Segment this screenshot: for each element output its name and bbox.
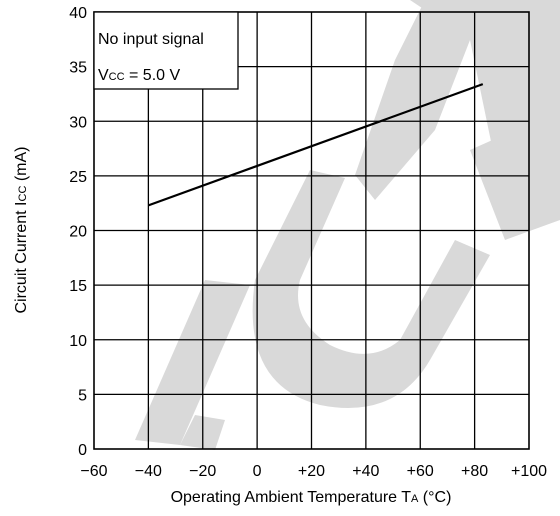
x-tick-label: −60: [80, 463, 107, 480]
x-tick-label: −20: [189, 463, 216, 480]
plot-area: [93, 11, 530, 450]
y-tick-label: 35: [69, 60, 87, 77]
x-axis-label: Operating Ambient Temperature TA (°C): [171, 489, 452, 506]
x-tick-label: −40: [135, 463, 162, 480]
y-tick-label: 20: [69, 224, 87, 241]
y-tick-label: 30: [69, 114, 87, 131]
series-group: [147, 83, 484, 207]
grid: [94, 12, 529, 449]
y-tick-label: 25: [69, 169, 87, 186]
y-tick-label: 40: [69, 5, 87, 22]
annotation-line2: VCC = 5.0 V: [98, 67, 180, 84]
x-tick-label: +20: [298, 463, 325, 480]
series-line: [147, 83, 484, 207]
y-tick-label: 15: [69, 278, 87, 295]
annotation-box: No input signal VCC = 5.0 V: [93, 11, 239, 90]
x-tick-labels: −60 −40 −20 0 +20 +40 +60 +80 +100: [80, 463, 547, 480]
y-tick-label: 0: [78, 442, 87, 459]
x-tick-label: +60: [407, 463, 434, 480]
y-tick-label: 10: [69, 333, 87, 350]
x-tick-label: +80: [461, 463, 488, 480]
x-tick-label: +40: [352, 463, 379, 480]
y-axis-label: Circuit Current ICC (mA): [13, 146, 30, 313]
y-tick-label: 5: [78, 387, 87, 404]
x-tick-label: 0: [253, 463, 262, 480]
annotation-line1: No input signal: [98, 31, 204, 48]
y-tick-labels: 0 5 10 15 20 25 30 35 40: [69, 5, 87, 459]
x-tick-label: +100: [511, 463, 547, 480]
